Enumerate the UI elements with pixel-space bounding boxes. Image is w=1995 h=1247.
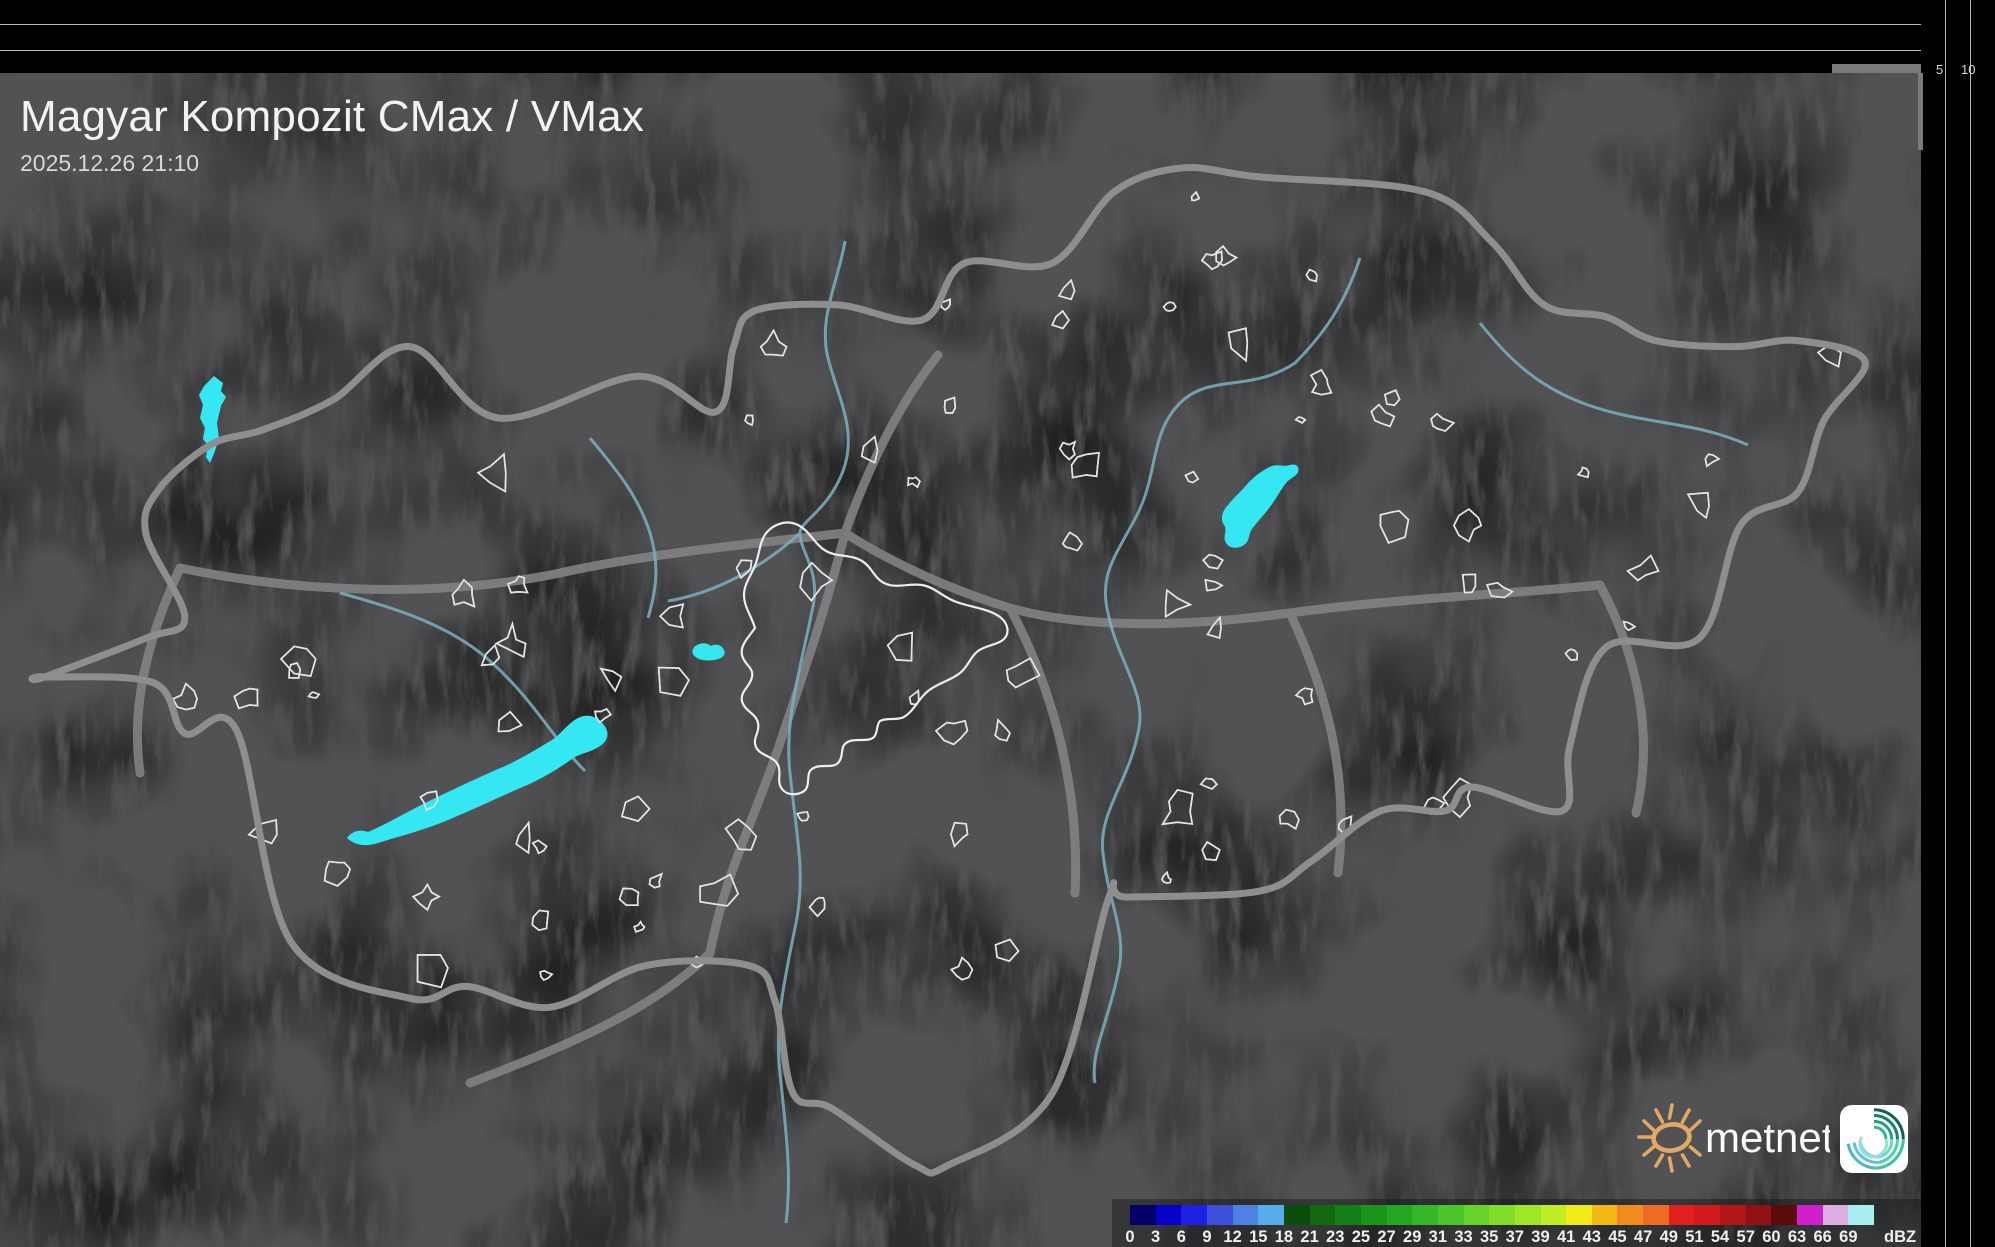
svg-text:metnet: metnet (1705, 1114, 1830, 1161)
